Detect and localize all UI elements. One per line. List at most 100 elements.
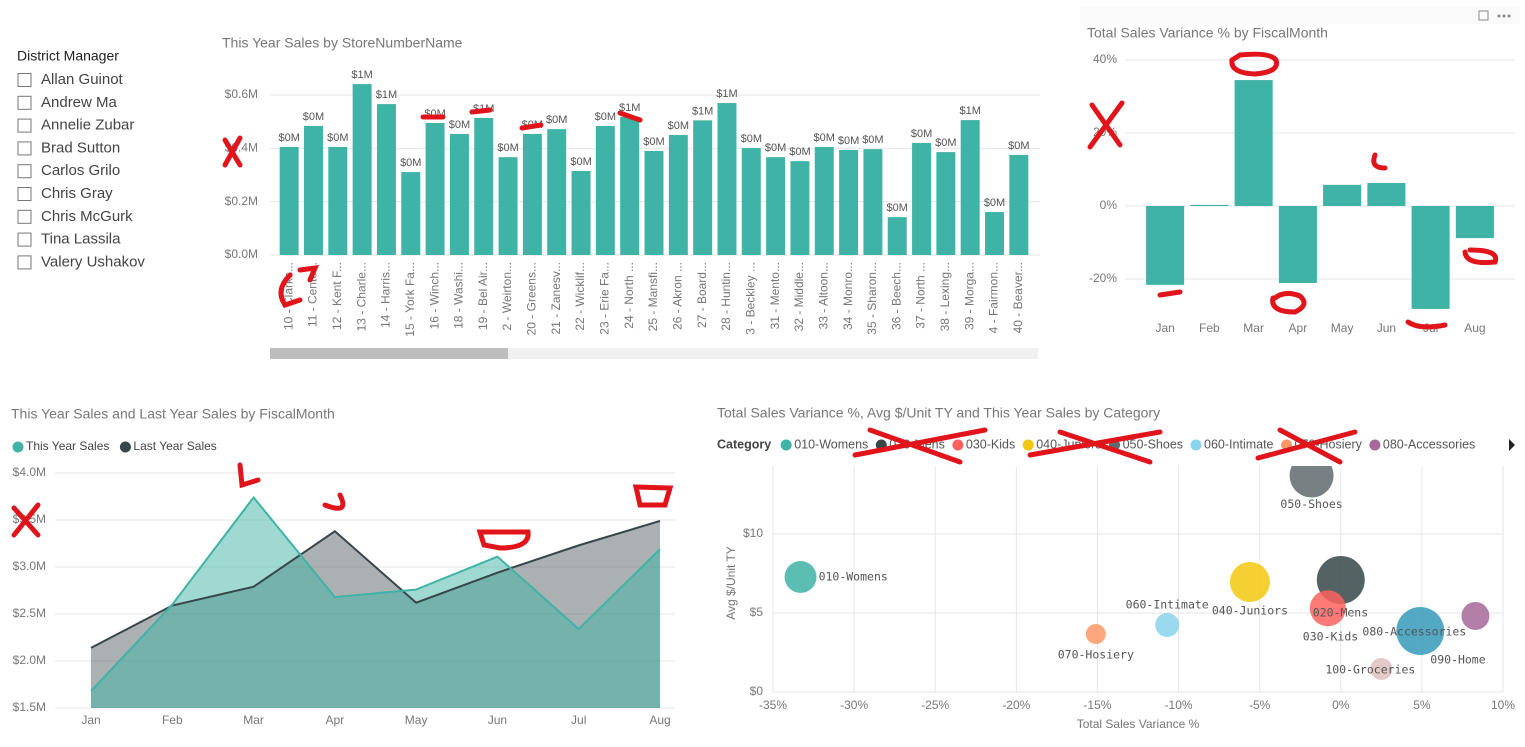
more-icon[interactable] <box>1497 14 1501 18</box>
slicer-item: Allan Guinot <box>41 71 124 88</box>
legend-label[interactable]: 060-Intimate <box>1204 437 1274 451</box>
legend-label[interactable]: 030-Kids <box>966 437 1015 451</box>
bubble[interactable] <box>1155 612 1180 637</box>
more-icon[interactable] <box>1502 14 1506 18</box>
data-label: $0M <box>546 114 567 126</box>
x-tick-label: 36 - Beech... <box>889 262 903 330</box>
chart-title: This Year Sales by StoreNumberName <box>222 35 463 51</box>
x-tick-label: -20% <box>1002 698 1030 712</box>
area <box>91 497 660 708</box>
bubble[interactable] <box>784 560 817 593</box>
bar <box>1323 184 1362 206</box>
bar <box>279 147 299 255</box>
legend-marker <box>952 439 964 451</box>
bar <box>571 171 591 255</box>
visual-header <box>1080 6 1520 24</box>
data-label: $0M <box>668 120 689 132</box>
checkbox[interactable] <box>17 209 32 224</box>
data-label: $0M <box>400 157 421 169</box>
bubble[interactable] <box>1461 601 1490 630</box>
legend-label[interactable]: 010-Womens <box>794 437 868 451</box>
chart-title: This Year Sales and Last Year Sales by F… <box>11 406 335 422</box>
data-label: $0M <box>449 119 470 131</box>
bar <box>498 157 518 255</box>
y-tick-label: $0 <box>750 684 764 698</box>
bubble[interactable] <box>1085 624 1106 644</box>
y-tick-label: 0% <box>1100 198 1118 212</box>
x-tick-label: 10% <box>1491 698 1515 712</box>
y-tick-label: $0.0M <box>225 247 258 261</box>
line <box>90 519 661 649</box>
x-tick-label: 25 - Mansfi... <box>646 262 660 331</box>
x-tick-label: Jul <box>571 713 586 727</box>
scrollbar-track <box>270 348 1038 359</box>
x-tick-label: Feb <box>1199 321 1220 335</box>
bar <box>1009 155 1029 255</box>
bubble[interactable] <box>1229 562 1270 602</box>
chart-title: Total Sales Variance % by FiscalMonth <box>1087 25 1328 41</box>
slicer-item: Brad Sutton <box>41 139 120 156</box>
x-tick-label: 40 - Beaver... <box>1011 262 1025 333</box>
checkbox[interactable] <box>17 118 32 133</box>
checkbox[interactable] <box>17 232 32 247</box>
more-icon[interactable] <box>1507 14 1511 18</box>
x-tick-label: 32 - Middle... <box>792 262 806 331</box>
data-label: $0M <box>278 132 299 144</box>
slicer: Allan Guinot Andrew Ma Annelie Zubar Brad S… <box>17 71 145 270</box>
data-label: $0M <box>862 134 883 146</box>
x-tick-label: Feb <box>162 713 183 727</box>
bubble[interactable] <box>1370 657 1393 680</box>
bar <box>595 125 615 255</box>
checkbox[interactable] <box>17 141 32 156</box>
legend-next-arrow[interactable] <box>1509 439 1515 451</box>
x-tick-label: 26 - Akron ... <box>670 262 684 330</box>
bar <box>814 147 834 255</box>
bubble[interactable] <box>1396 607 1445 656</box>
y-tick-label: $2.5M <box>13 606 46 620</box>
bubble[interactable] <box>1309 590 1346 627</box>
point-label: 050-Shoes <box>1280 497 1342 511</box>
x-tick-label: 22 - Wicklif... <box>573 262 587 331</box>
bar <box>474 117 494 256</box>
x-tick-label: May <box>1331 321 1354 335</box>
bar <box>985 212 1005 255</box>
focus-icon[interactable] <box>1478 10 1489 21</box>
legend-marker <box>780 439 792 451</box>
x-tick-label: Aug <box>649 713 670 727</box>
slicer-item: Valery Ushakov <box>41 253 145 270</box>
annotation-scribble <box>278 264 319 308</box>
data-label: $0M <box>887 202 908 214</box>
checkbox[interactable] <box>17 255 32 270</box>
bar <box>1190 204 1229 206</box>
x-tick-label: 0% <box>1332 698 1350 712</box>
point-label: 040-Juniors <box>1212 604 1288 618</box>
legend-label[interactable]: 050-Shoes <box>1123 437 1183 451</box>
bubble[interactable] <box>1289 454 1334 498</box>
x-tick-label: 34 - Monro... <box>841 262 855 330</box>
legend-label[interactable]: 080-Accessories <box>1383 437 1475 451</box>
bar <box>449 133 469 255</box>
data-label: $1M <box>692 105 713 117</box>
checkbox[interactable] <box>17 73 32 87</box>
checkbox[interactable] <box>17 95 32 110</box>
checkbox[interactable] <box>17 164 32 179</box>
point-label: 020-Mens <box>1313 605 1368 619</box>
slicer-item: Chris McGurk <box>41 208 133 225</box>
point-label: 060-Intimate <box>1126 597 1209 611</box>
data-label: $0M <box>303 111 324 123</box>
x-tick-label: May <box>405 713 428 727</box>
x-tick-label: Jan <box>1155 321 1174 335</box>
x-tick-label: 24 - North ... <box>622 262 636 329</box>
header-bar <box>1080 6 1520 24</box>
checkbox[interactable] <box>17 187 32 201</box>
x-tick-label: 15 - York Fa... <box>403 262 417 337</box>
x-tick-label: 37 - North ... <box>914 262 928 329</box>
legend-marker <box>1190 439 1202 451</box>
scrollbar-thumb[interactable] <box>270 348 508 359</box>
slicer-item: Annelie Zubar <box>41 117 134 134</box>
data-label: $1M <box>351 69 372 81</box>
data-label: $0M <box>984 197 1005 209</box>
data-label: $0M <box>935 137 956 149</box>
bar <box>401 172 421 255</box>
